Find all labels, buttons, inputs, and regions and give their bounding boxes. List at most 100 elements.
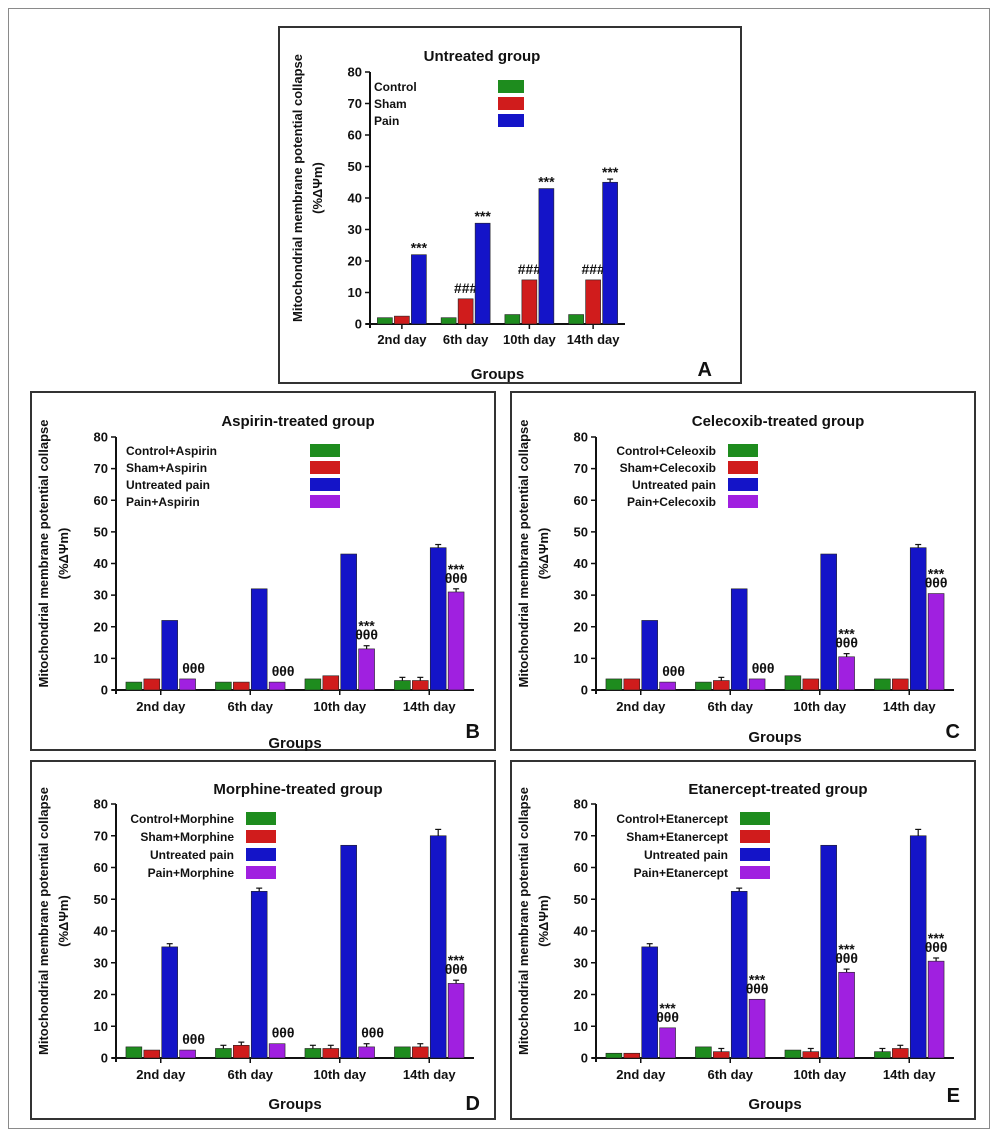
panel-letter: C xyxy=(946,721,960,743)
x-tick-label: 2nd day xyxy=(616,699,666,714)
legend-swatch xyxy=(246,812,276,825)
legend-swatch xyxy=(310,495,340,508)
y-tick-label: 40 xyxy=(574,556,588,571)
y-axis-unit-label: (%ΔΨm) xyxy=(536,895,551,947)
significance-label: θθθ xyxy=(445,961,468,977)
y-tick-label: 30 xyxy=(348,222,362,237)
y-tick-label: 60 xyxy=(348,128,362,143)
bar xyxy=(892,1048,909,1059)
significance-label: θθθ xyxy=(835,950,858,966)
bar xyxy=(695,1046,712,1059)
y-tick-label: 70 xyxy=(348,96,362,111)
legend-swatch xyxy=(498,114,524,127)
significance-label: θθθ xyxy=(656,1009,679,1025)
bar xyxy=(447,983,465,1059)
significance-label: θθθ xyxy=(182,1031,205,1047)
legend-swatch xyxy=(728,461,758,474)
bar xyxy=(179,678,196,691)
y-tick-label: 20 xyxy=(574,619,588,634)
panel-b: Aspirin-treated group Mitochondrial membr… xyxy=(30,391,496,752)
legend-label: Untreated pain xyxy=(150,848,234,862)
significance-label: θθθ xyxy=(746,980,769,996)
y-tick-label: 60 xyxy=(574,493,588,508)
y-tick-label: 50 xyxy=(574,524,588,539)
y-tick-label: 30 xyxy=(574,588,588,603)
bar xyxy=(695,681,712,691)
x-tick-label: 14th day xyxy=(567,332,621,347)
legend-swatch xyxy=(728,495,758,508)
bar xyxy=(730,891,748,1059)
bar xyxy=(892,678,909,691)
y-axis-unit-label: (%ΔΨm) xyxy=(310,162,325,214)
legend-label: Pain+Aspirin xyxy=(126,495,200,509)
bar xyxy=(143,678,161,691)
bar xyxy=(250,588,268,691)
y-tick-label: 70 xyxy=(94,461,108,476)
legend-swatch xyxy=(740,812,770,825)
y-tick-label: 70 xyxy=(574,461,588,476)
significance-label: *** xyxy=(659,1000,676,1016)
bar xyxy=(802,1051,820,1059)
bar xyxy=(161,620,178,691)
y-tick-label: 0 xyxy=(101,683,108,698)
chart-a: Untreated group Mitochondrial membrane po… xyxy=(290,48,712,383)
bar xyxy=(125,1046,143,1059)
legend-label: Pain+Etanercept xyxy=(634,866,728,880)
significance-label: ### xyxy=(581,261,605,277)
x-tick-label: 10th day xyxy=(313,1067,367,1082)
legend-label: Control xyxy=(374,80,417,94)
y-tick-label: 10 xyxy=(94,1019,108,1034)
panel-letter: B xyxy=(466,721,480,743)
significance-label: θθθ xyxy=(752,660,775,676)
y-tick-label: 30 xyxy=(94,955,108,970)
bar xyxy=(250,891,268,1059)
legend-label: Control+Morphine xyxy=(130,812,234,826)
panel-letter: D xyxy=(466,1093,480,1115)
legend-swatch xyxy=(740,848,770,861)
x-tick-label: 2nd day xyxy=(136,1067,186,1082)
legend-swatch xyxy=(498,80,524,93)
y-tick-label: 80 xyxy=(574,797,588,812)
y-tick-label: 30 xyxy=(574,955,588,970)
x-tick-label: 10th day xyxy=(793,699,847,714)
y-tick-label: 50 xyxy=(348,159,362,174)
bar xyxy=(927,593,945,691)
bar xyxy=(538,188,555,325)
panel-c: Celecoxib-treated group Mitochondrial mem… xyxy=(510,391,976,751)
x-tick-label: 2nd day xyxy=(136,699,186,714)
significance-label: θθθ xyxy=(182,660,205,676)
panel-e: Etanercept-treated group Mitochondrial me… xyxy=(510,760,976,1120)
bar xyxy=(874,1051,891,1059)
significance-label: *** xyxy=(838,626,855,642)
panel-letter: A xyxy=(698,359,712,381)
bar xyxy=(394,680,411,691)
y-tick-label: 50 xyxy=(574,892,588,907)
bar xyxy=(233,681,250,691)
bar xyxy=(713,680,730,691)
y-tick-label: 10 xyxy=(348,285,362,300)
chart-title: Morphine-treated group xyxy=(213,781,382,798)
significance-label: *** xyxy=(602,164,619,180)
bar xyxy=(394,1046,411,1059)
bar xyxy=(412,680,429,691)
y-tick-label: 80 xyxy=(94,797,108,812)
x-tick-label: 14th day xyxy=(883,699,937,714)
x-tick-label: 14th day xyxy=(403,699,457,714)
bar xyxy=(659,681,676,691)
bar xyxy=(605,678,623,691)
bar xyxy=(585,279,601,325)
y-tick-label: 0 xyxy=(355,317,362,332)
y-tick-label: 70 xyxy=(574,828,588,843)
legend-swatch xyxy=(310,461,340,474)
bar xyxy=(304,1048,322,1059)
significance-label: *** xyxy=(448,561,465,577)
x-tick-label: 14th day xyxy=(883,1067,937,1082)
significance-label: *** xyxy=(538,174,555,190)
bar xyxy=(457,298,474,325)
legend-label: Sham+Morphine xyxy=(140,830,234,844)
bar xyxy=(784,1049,802,1059)
bar xyxy=(125,681,143,691)
significance-label: θθθ xyxy=(272,663,295,679)
significance-label: θθθ xyxy=(925,939,948,955)
bar xyxy=(429,835,447,1059)
